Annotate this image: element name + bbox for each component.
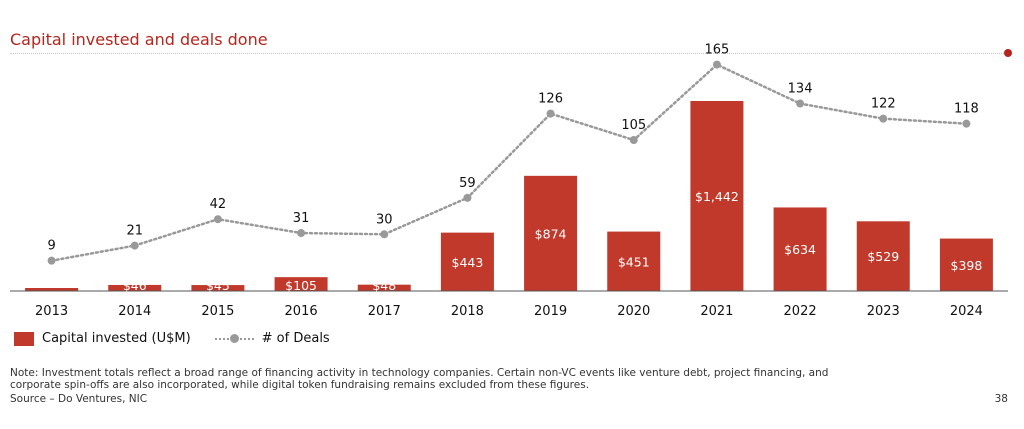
bar-2024: [939, 238, 993, 291]
deals-label-2014: 21: [126, 224, 143, 239]
deals-point-2024: [962, 119, 971, 128]
page-title: Capital invested and deals done: [10, 30, 268, 49]
bar-2015: [191, 285, 245, 291]
deals-label-2022: 134: [788, 82, 813, 97]
x-tick-2021: 2021: [700, 304, 733, 319]
deals-point-2022: [796, 99, 805, 108]
bar-2022: [773, 207, 827, 291]
deals-label-2015: 42: [210, 197, 227, 212]
bar-label-2021: $1,442: [695, 189, 739, 204]
deals-label-2017: 30: [376, 212, 393, 227]
x-tick-2019: 2019: [534, 304, 567, 319]
title-accent-dot: [1004, 49, 1012, 57]
bar-label-2022: $634: [784, 242, 816, 257]
bar-label-2020: $451: [618, 254, 650, 269]
title-divider: [10, 53, 1008, 54]
bar-2014: [108, 284, 162, 291]
deals-point-2019: [546, 109, 555, 118]
deals-label-2024: 118: [954, 102, 979, 117]
deals-label-2023: 122: [871, 97, 896, 112]
deals-line: [50, 63, 968, 262]
deals-label-2019: 126: [538, 92, 563, 107]
source-text: Source – Do Ventures, NIC: [10, 393, 148, 405]
deals-label-2021: 165: [705, 43, 730, 58]
legend-swatch-capital: [14, 331, 34, 346]
bar-2023: [856, 221, 910, 291]
x-tick-2013: 2013: [35, 304, 68, 319]
bar-label-2024: $398: [951, 258, 983, 273]
deals-point-2020: [629, 136, 638, 145]
bar-label-2015: $45: [206, 278, 230, 293]
deals-label-2013: 9: [47, 239, 55, 254]
x-tick-2018: 2018: [451, 304, 484, 319]
bar-label-2023: $529: [867, 249, 899, 264]
bar-2016: [274, 277, 328, 291]
bar-2018: [440, 232, 494, 291]
x-tick-2017: 2017: [368, 304, 401, 319]
deals-point-2013: [47, 256, 56, 265]
deals-point-2016: [297, 229, 306, 238]
deals-label-2016: 31: [293, 211, 310, 226]
legend-label-capital: Capital invested (U$M): [42, 331, 191, 346]
bar-label-2018: $443: [452, 255, 484, 270]
x-tick-2023: 2023: [867, 304, 900, 319]
chart-legend: Capital invested (U$M) # of Deals: [14, 331, 330, 346]
deals-point-2017: [380, 230, 389, 239]
footnote: Note: Investment totals reflect a broad …: [10, 367, 829, 391]
deals-label-2020: 105: [621, 118, 646, 133]
bar-label-2014: $46: [123, 278, 147, 293]
deals-point-2015: [213, 215, 222, 224]
bar-2021: [690, 101, 744, 291]
legend-swatch-deals: [214, 334, 254, 343]
bar-label-2016: $105: [285, 278, 317, 293]
bar-2020: [607, 231, 661, 291]
bar-label-2019: $874: [535, 226, 567, 241]
deals-point-2021: [712, 60, 721, 69]
page-number: 38: [994, 393, 1008, 405]
x-tick-2024: 2024: [950, 304, 983, 319]
bar-label-2017: $48: [372, 278, 396, 293]
deals-point-2023: [879, 114, 888, 123]
legend-label-deals: # of Deals: [261, 331, 330, 346]
deals-label-2018: 59: [459, 176, 476, 191]
deals-point-2018: [463, 193, 472, 202]
deals-point-2014: [130, 241, 139, 250]
bar-2017: [357, 284, 411, 291]
x-tick-2015: 2015: [201, 304, 234, 319]
capital-deals-chart: $46 $45 $105 $48 $443 $874 $451 $1,442 $634 $529 $…: [10, 43, 1008, 319]
bar-2019: [524, 175, 578, 291]
x-tick-2014: 2014: [118, 304, 151, 319]
x-tick-2016: 2016: [285, 304, 318, 319]
x-tick-2022: 2022: [784, 304, 817, 319]
bar-2013: [25, 288, 79, 291]
x-tick-2020: 2020: [617, 304, 650, 319]
